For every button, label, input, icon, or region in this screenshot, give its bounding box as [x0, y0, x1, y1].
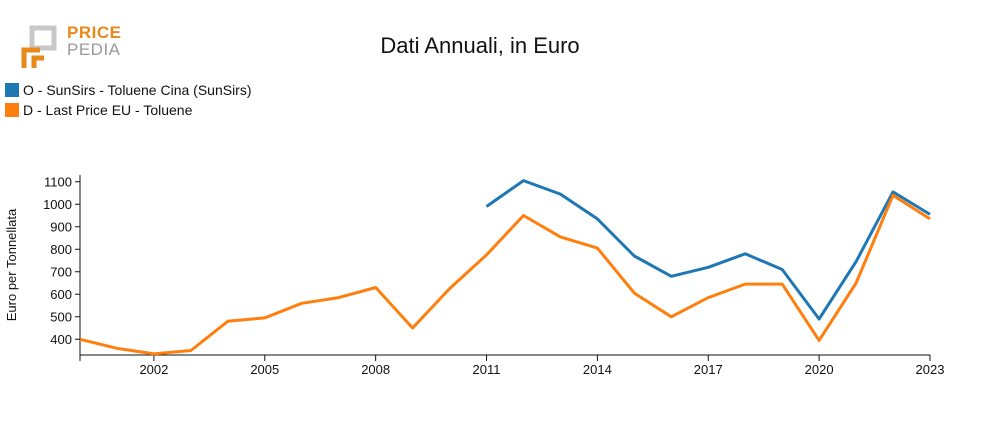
legend-item-series-1[interactable]: O - SunSirs - Toluene Cina (SunSirs) — [5, 80, 252, 100]
chart-title: Dati Annuali, in Euro — [380, 33, 580, 58]
legend-label-1: O - SunSirs - Toluene Cina (SunSirs) — [23, 82, 252, 98]
x-tick-label: 2017 — [694, 362, 723, 377]
legend: O - SunSirs - Toluene Cina (SunSirs) D -… — [5, 80, 252, 120]
y-tick-label: 900 — [50, 219, 72, 234]
logo-line2: PEDIA — [67, 40, 121, 59]
x-tick-label: 2011 — [473, 362, 501, 377]
x-tick-label: 2002 — [139, 362, 168, 377]
y-axis-title: Euro per Tonnellata — [4, 208, 19, 321]
x-axis: 2002 2005 2008 2011 2014 2017 2020 2023 — [79, 354, 945, 377]
legend-swatch-2 — [5, 103, 19, 117]
x-tick-label: 2008 — [361, 362, 390, 377]
logo-line1: PRICE — [67, 23, 122, 42]
y-axis: 400 500 600 700 800 900 1000 1100 — [43, 174, 81, 355]
y-tick-label: 500 — [50, 309, 72, 324]
x-tick-label: 2023 — [916, 362, 945, 377]
y-tick-label: 800 — [50, 242, 72, 257]
y-tick-label: 700 — [50, 264, 72, 279]
series-line-2[interactable] — [79, 193, 931, 356]
y-tick-label: 1000 — [43, 197, 72, 212]
series-line-1[interactable] — [485, 179, 931, 321]
pricepedia-logo: PRICE PEDIA — [20, 24, 130, 74]
y-tick-label: 600 — [50, 287, 72, 302]
series-layer — [79, 179, 931, 356]
y-tick-label: 400 — [50, 332, 72, 347]
x-tick-label: 2014 — [583, 362, 612, 377]
x-tick-label: 2005 — [250, 362, 279, 377]
legend-item-series-2[interactable]: D - Last Price EU - Toluene — [5, 100, 252, 120]
legend-swatch-1 — [5, 83, 19, 97]
legend-label-2: D - Last Price EU - Toluene — [23, 102, 193, 118]
y-tick-label: 1100 — [44, 174, 72, 189]
logo-mark-icon — [21, 25, 57, 68]
x-tick-label: 2020 — [805, 362, 834, 377]
